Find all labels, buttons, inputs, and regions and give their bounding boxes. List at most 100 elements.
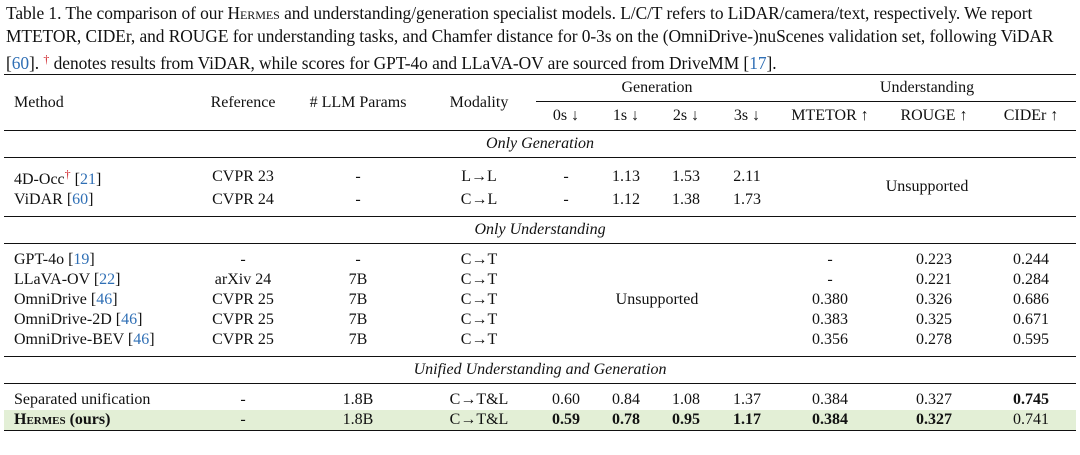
mtetor-cell: - xyxy=(827,271,833,288)
gen-2s-cell: 1.08 xyxy=(672,391,700,408)
modality-cell: C→T&L xyxy=(422,410,536,431)
gen-0s-cell: - xyxy=(563,168,569,185)
modality-cell: C→T xyxy=(460,271,498,288)
method-cell: OmniDrive-BEV [46] xyxy=(14,331,155,348)
table-row: ViDAR [60] CVPR 24 - C→L - 1.12 1.38 1.7… xyxy=(4,190,1076,210)
col-header-reference: Reference xyxy=(210,93,276,111)
reference-cell: - xyxy=(240,251,246,268)
reference-cell: arXiv 24 xyxy=(214,271,272,288)
citation-link[interactable]: 22 xyxy=(99,271,116,288)
modality-cell: C→T xyxy=(460,331,498,348)
citation-link[interactable]: 46 xyxy=(96,291,113,308)
citation-link[interactable]: 19 xyxy=(73,251,90,268)
dagger-mark: † xyxy=(64,167,71,181)
gen-0s-cell: - xyxy=(563,191,569,208)
modality-cell: C→T xyxy=(460,291,498,308)
unsupported-cell: Unsupported xyxy=(615,291,699,308)
mtetor-cell: 0.380 xyxy=(812,291,849,308)
table-caption: Table 1. The comparison of our Hermes an… xyxy=(6,2,1076,76)
citation-link[interactable]: 17 xyxy=(749,53,767,74)
gen-0s-cell: 0.60 xyxy=(552,391,580,408)
table-row: OmniDrive-2D [46] CVPR 25 7B C→T 0.383 0… xyxy=(4,310,1076,330)
reference-cell: CVPR 25 xyxy=(212,311,274,328)
col-header-1s: 1s ↓ xyxy=(596,101,656,131)
col-header-method: Method xyxy=(14,93,64,111)
gen-0s-cell: 0.59 xyxy=(536,410,596,431)
modality-cell: C→L xyxy=(460,191,498,208)
method-cell: LLaVA-OV [22] xyxy=(14,271,121,288)
col-header-mtetor: MTETOR ↑ xyxy=(778,101,883,131)
table-row: 4D-Occ† [21] CVPR 23 - L→L - 1.13 1.53 2… xyxy=(4,164,1076,195)
method-cell: Hermes (ours) xyxy=(4,410,192,431)
method-cell: GPT-4o [19] xyxy=(14,251,95,268)
citation-link[interactable]: 60 xyxy=(11,53,30,74)
section-title-generation: Only Generation xyxy=(486,135,595,152)
col-header-llm-params: # LLM Params xyxy=(309,93,407,111)
citation-link[interactable]: 46 xyxy=(133,331,150,348)
col-header-0s: 0s ↓ xyxy=(536,101,596,131)
reference-cell: CVPR 24 xyxy=(212,191,274,208)
cider-cell: 0.244 xyxy=(1013,251,1050,268)
modality-cell: L→L xyxy=(461,168,497,185)
cider-cell: 0.686 xyxy=(1013,291,1050,308)
params-cell: 7B xyxy=(348,271,368,288)
unsupported-cell: Unsupported xyxy=(885,178,969,195)
method-cell: OmniDrive [46] xyxy=(14,291,118,308)
section-title-unified: Unified Understanding and Generation xyxy=(413,361,667,378)
cider-cell: 0.671 xyxy=(1013,311,1050,328)
mtetor-cell: 0.356 xyxy=(812,331,849,348)
section-row: Unified Understanding and Generation xyxy=(4,356,1077,384)
table-row: GPT-4o [19] - - C→T Unsupported - 0.223 … xyxy=(4,250,1076,308)
rouge-cell: 0.326 xyxy=(916,291,953,308)
cider-cell: 0.595 xyxy=(1013,331,1050,348)
reference-cell: - xyxy=(240,391,246,408)
table-row: OmniDrive-BEV [46] CVPR 25 7B C→T 0.356 … xyxy=(4,330,1076,350)
rouge-cell: 0.221 xyxy=(916,271,953,288)
col-header-rouge: ROUGE ↑ xyxy=(882,101,987,131)
params-cell: 7B xyxy=(348,331,368,348)
table-row: Separated unification - 1.8B C→T&L 0.60 … xyxy=(4,390,1076,410)
col-header-modality: Modality xyxy=(449,93,509,111)
params-cell: 7B xyxy=(348,291,368,308)
rouge-cell: 0.278 xyxy=(916,331,953,348)
table-row-highlighted: Hermes (ours) - 1.8B C→T&L 0.59 0.78 0.9… xyxy=(4,410,1077,431)
params-cell: - xyxy=(355,191,361,208)
reference-cell: - xyxy=(192,410,294,431)
section-title-understanding: Only Understanding xyxy=(474,221,606,238)
method-cell: Separated unification xyxy=(14,391,151,408)
section-row: Only Understanding xyxy=(4,216,1077,244)
citation-link[interactable]: 60 xyxy=(72,191,89,208)
gen-1s-cell: 1.12 xyxy=(612,191,640,208)
rouge-cell: 0.327 xyxy=(882,410,987,431)
gen-2s-cell: 0.95 xyxy=(656,410,716,431)
rouge-cell: 0.327 xyxy=(916,391,953,408)
citation-link[interactable]: 46 xyxy=(121,311,138,328)
params-cell: 1.8B xyxy=(342,391,374,408)
rouge-cell: 0.223 xyxy=(916,251,953,268)
col-header-3s: 3s ↓ xyxy=(716,101,779,131)
header-row: Method Reference # LLM Params Modality G… xyxy=(4,74,1077,111)
params-cell: - xyxy=(355,168,361,185)
reference-cell: CVPR 25 xyxy=(212,331,274,348)
table-row: LLaVA-OV [22] arXiv 24 7B C→T - 0.221 0.… xyxy=(4,270,1076,290)
mtetor-cell: 0.384 xyxy=(812,391,849,408)
citation-link[interactable]: 21 xyxy=(79,171,96,188)
gen-2s-cell: 1.38 xyxy=(672,191,700,208)
gen-3s-cell: 1.73 xyxy=(733,191,761,208)
modality-cell: C→T&L xyxy=(449,391,509,408)
cider-cell: 0.284 xyxy=(1013,271,1050,288)
params-cell: 7B xyxy=(348,311,368,328)
comparison-table: Method Reference # LLM Params Modality G… xyxy=(4,74,1077,431)
method-cell: ViDAR [60] xyxy=(14,191,94,208)
caption-text: and understanding/generation specialist … xyxy=(6,3,1054,74)
params-cell: 1.8B xyxy=(294,410,422,431)
gen-1s-cell: 0.84 xyxy=(612,391,640,408)
modality-cell: C→T xyxy=(460,311,498,328)
mtetor-cell: 0.384 xyxy=(778,410,883,431)
gen-2s-cell: 1.53 xyxy=(672,168,700,185)
mtetor-cell: - xyxy=(827,251,833,268)
reference-cell: CVPR 25 xyxy=(212,291,274,308)
dagger-mark: † xyxy=(43,52,50,67)
caption-model-name: Hermes xyxy=(227,3,280,23)
